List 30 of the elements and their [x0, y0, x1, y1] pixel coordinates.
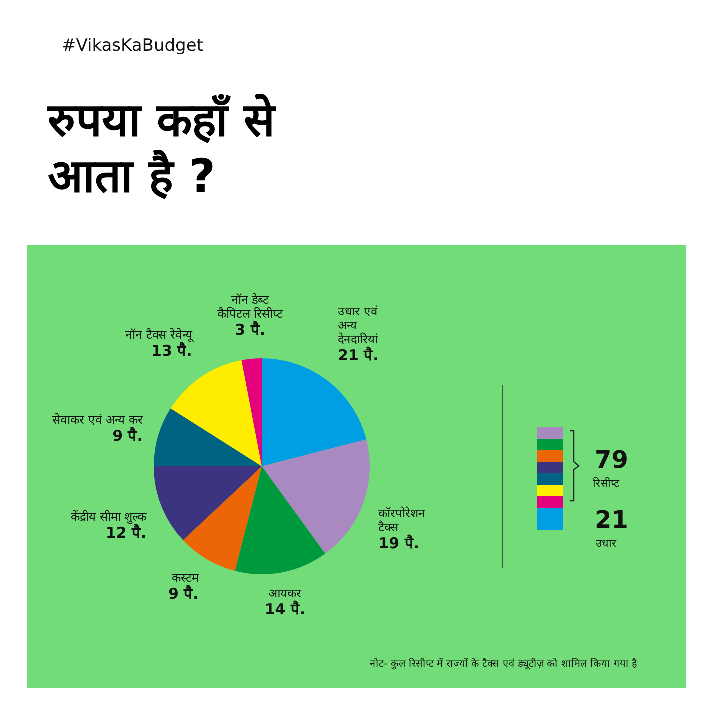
slice-label: आयकर	[268, 586, 303, 600]
slice-label: केंद्रीय सीमा शुल्क	[71, 510, 148, 526]
text: उधार	[596, 536, 617, 550]
slice-label: नॉन डेब्ट कैपिटल रिसीप्ट	[217, 293, 284, 322]
pie-slice	[154, 466, 262, 540]
chart-title: रुपया कहाँ से आता है ?	[48, 92, 278, 204]
data-label: 12 पै.	[106, 524, 147, 542]
text: #VikasKaBudget	[62, 36, 204, 56]
data-label: 21 पै.	[338, 346, 379, 365]
data-label: 13 पै.	[152, 342, 192, 360]
pie-slice	[170, 360, 262, 466]
text: नोट- कुल रिसीप्ट में राज्यों के टैक्स एवं ड्यूटीज़ को शामिल किया गया है	[370, 657, 637, 670]
data-label: 9 पै.	[112, 426, 143, 445]
slice-label: कॉरपोरेशन टैक्स	[378, 506, 426, 535]
pie-slice	[154, 408, 262, 466]
pie-slice	[262, 440, 370, 554]
slice-label: नॉन टैक्स रेवेन्यू	[126, 328, 194, 343]
text: 21	[595, 506, 628, 534]
slice-label: सेवाकर एवं अन्य कर	[52, 412, 144, 427]
data-label: 9 पै.	[168, 585, 199, 604]
data-label: 19 पै.	[378, 534, 420, 553]
text: 79	[595, 446, 628, 474]
pie-slice	[242, 358, 262, 466]
slice-label: कस्टम	[172, 571, 200, 586]
pie-slice	[235, 466, 326, 574]
data-label: 14 पै.	[264, 600, 306, 618]
slice-label: उधार एवं अन्य देनदारियां	[338, 304, 379, 347]
data-label: 3 पै.	[235, 321, 266, 340]
text: रिसीप्ट	[593, 476, 620, 490]
pie-slice	[183, 466, 262, 572]
